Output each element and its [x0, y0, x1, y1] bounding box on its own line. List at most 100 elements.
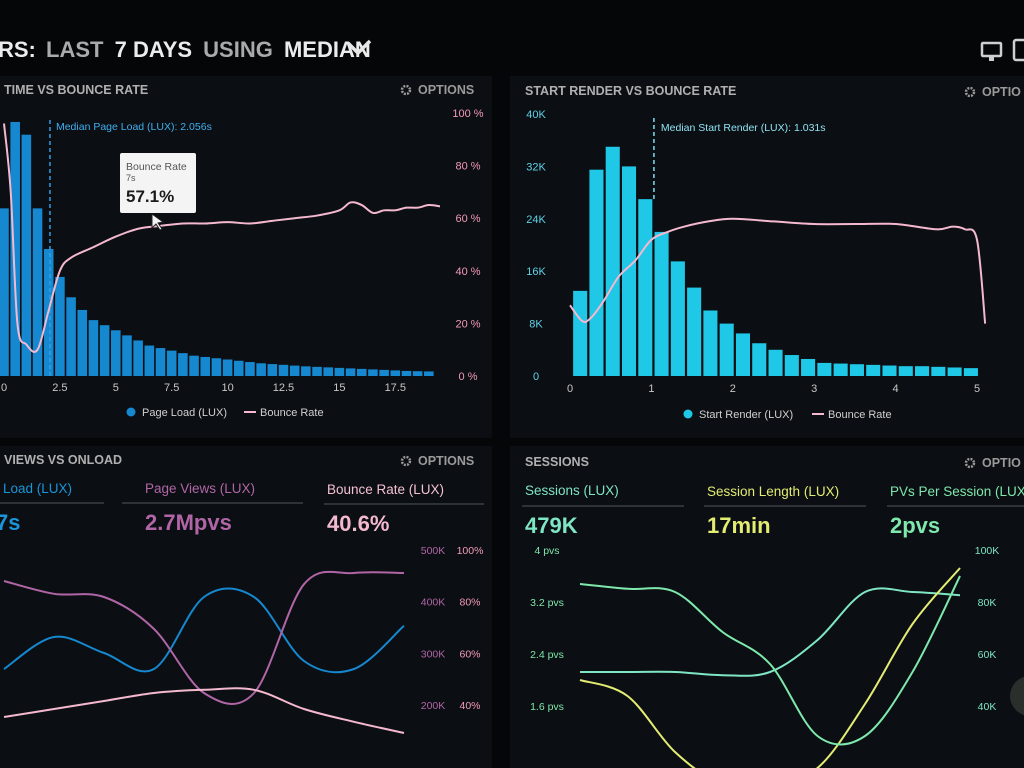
histogram-bar	[99, 325, 110, 376]
sessions-lines: 4 pvs 3.2 pvs 2.4 pvs 1.6 pvs 100K 80K 60K 40K	[530, 545, 999, 768]
options-button[interactable]: OPTIO	[964, 85, 1021, 99]
histogram-bar	[915, 366, 930, 376]
series-line	[3, 570, 405, 705]
y-tick-label: 0	[533, 371, 539, 383]
panel-title: TIME VS BOUNCE RATE	[4, 83, 148, 97]
histogram-bar	[833, 363, 848, 376]
metric-value: 40.6%	[327, 511, 389, 536]
x-tick-label: 3	[811, 383, 817, 395]
histogram-bar	[267, 364, 278, 376]
y-tick-label: 80%	[459, 597, 480, 609]
header-title-part: RS:	[0, 37, 36, 62]
header-title: RS: LAST 7 DAYS USING MEDIAN	[0, 37, 371, 62]
y-tick-label: 100K	[975, 545, 1000, 557]
scroll-handle[interactable]	[1010, 676, 1024, 716]
histogram-bar	[687, 287, 702, 376]
x-tick-label: 4	[893, 383, 899, 395]
histogram-bar	[278, 364, 289, 376]
metric-label: Page Views (LUX)	[145, 481, 255, 496]
options-button[interactable]: OPTIO	[964, 456, 1021, 470]
mobile-icon[interactable]	[1012, 38, 1024, 62]
header-title-part: USING	[203, 37, 273, 62]
histogram-bar	[424, 371, 434, 376]
histogram-bar	[55, 276, 65, 376]
views-onload-lines: 500K 400K 300K 200K 100% 80% 60% 40%	[3, 545, 483, 734]
legend-label: Bounce Rate	[828, 409, 892, 421]
monitor-icon[interactable]	[980, 41, 1003, 61]
histogram-bar	[356, 368, 367, 376]
histogram-bar	[379, 369, 389, 376]
gear-icon	[400, 455, 412, 467]
series-line	[580, 587, 961, 677]
x-tick-label: 7.5	[164, 382, 179, 394]
histogram-bar	[801, 358, 816, 376]
histogram-bar	[122, 335, 132, 376]
histogram-bar	[963, 368, 978, 376]
header-title-part: MEDIAN	[284, 37, 371, 62]
y-tick-label: 100 %	[452, 108, 483, 120]
histogram-bar	[32, 208, 43, 376]
chevron-down-icon[interactable]	[346, 39, 372, 56]
histogram-bar	[10, 122, 20, 376]
y-tick-label: 24K	[526, 214, 546, 226]
x-tick-label: 5	[974, 383, 980, 395]
panel-views-vs-onload	[0, 446, 492, 768]
histogram-bar	[849, 364, 864, 376]
histogram-bar	[21, 134, 32, 376]
metric-label: PVs Per Session (LUX)	[890, 484, 1024, 499]
series-line	[3, 687, 405, 734]
histogram-bar	[66, 297, 76, 376]
histogram-bar	[245, 362, 255, 376]
x-tick-label: 1	[648, 383, 654, 395]
legend-label: Bounce Rate	[260, 407, 324, 419]
metrics-sessions: Sessions (LUX) 479K Session Length (LUX)…	[522, 483, 1024, 538]
histogram-bar	[334, 367, 345, 376]
x-tick-label: 5	[113, 382, 119, 394]
histogram-bar	[882, 365, 897, 376]
x-tick-label: 0	[1, 382, 7, 394]
histogram-bar	[77, 309, 88, 376]
panel-sessions	[510, 446, 1024, 768]
histogram-bar	[898, 366, 913, 376]
x-tick-label: 17.5	[385, 382, 406, 394]
y-tick-label: 300K	[421, 648, 446, 660]
tooltip-value: 57.1%	[126, 187, 174, 206]
histogram-bar	[638, 199, 653, 376]
histogram-bar	[133, 340, 143, 376]
histogram-bar	[88, 320, 99, 376]
x-tick-label: 2	[730, 383, 736, 395]
metric-value: 7s	[0, 510, 20, 535]
histogram-bar	[233, 360, 244, 376]
gear-icon	[964, 86, 976, 98]
y-tick-label: 4 pvs	[534, 545, 559, 557]
histogram-bar	[866, 364, 881, 376]
gear-icon	[964, 457, 976, 469]
histogram-bar	[654, 231, 669, 376]
y-tick-label: 80K	[978, 597, 997, 609]
histogram-bar	[111, 330, 121, 376]
y-tick-label: 400K	[421, 597, 446, 609]
bounce-rate-line	[569, 217, 987, 324]
gear-icon	[400, 84, 412, 96]
histogram-bar	[670, 261, 685, 376]
median-label: Median Page Load (LUX): 2.056s	[56, 121, 212, 133]
y-tick-label: 80 %	[455, 161, 480, 173]
header-title-part: 7 DAYS	[115, 37, 192, 62]
options-button[interactable]: OPTIONS	[400, 454, 474, 468]
histogram-bar	[312, 366, 322, 376]
y-tick-label: 2.4 pvs	[530, 649, 564, 661]
histogram-bar	[589, 169, 604, 376]
histogram-bar	[931, 366, 946, 376]
histogram-bar	[200, 356, 211, 376]
histogram-bar	[947, 367, 962, 376]
cursor-icon	[151, 213, 165, 231]
histogram-bar	[256, 363, 266, 376]
histogram-bar	[155, 348, 166, 376]
options-label: OPTIO	[982, 85, 1021, 99]
options-button[interactable]: OPTIONS	[400, 83, 474, 97]
y-tick-label: 8K	[529, 319, 543, 331]
y-tick-label: 60%	[459, 648, 480, 660]
tooltip-label: Bounce Rate	[126, 161, 187, 173]
metric-label: Session Length (LUX)	[707, 484, 839, 499]
panel-time-vs-bounce	[0, 76, 492, 438]
